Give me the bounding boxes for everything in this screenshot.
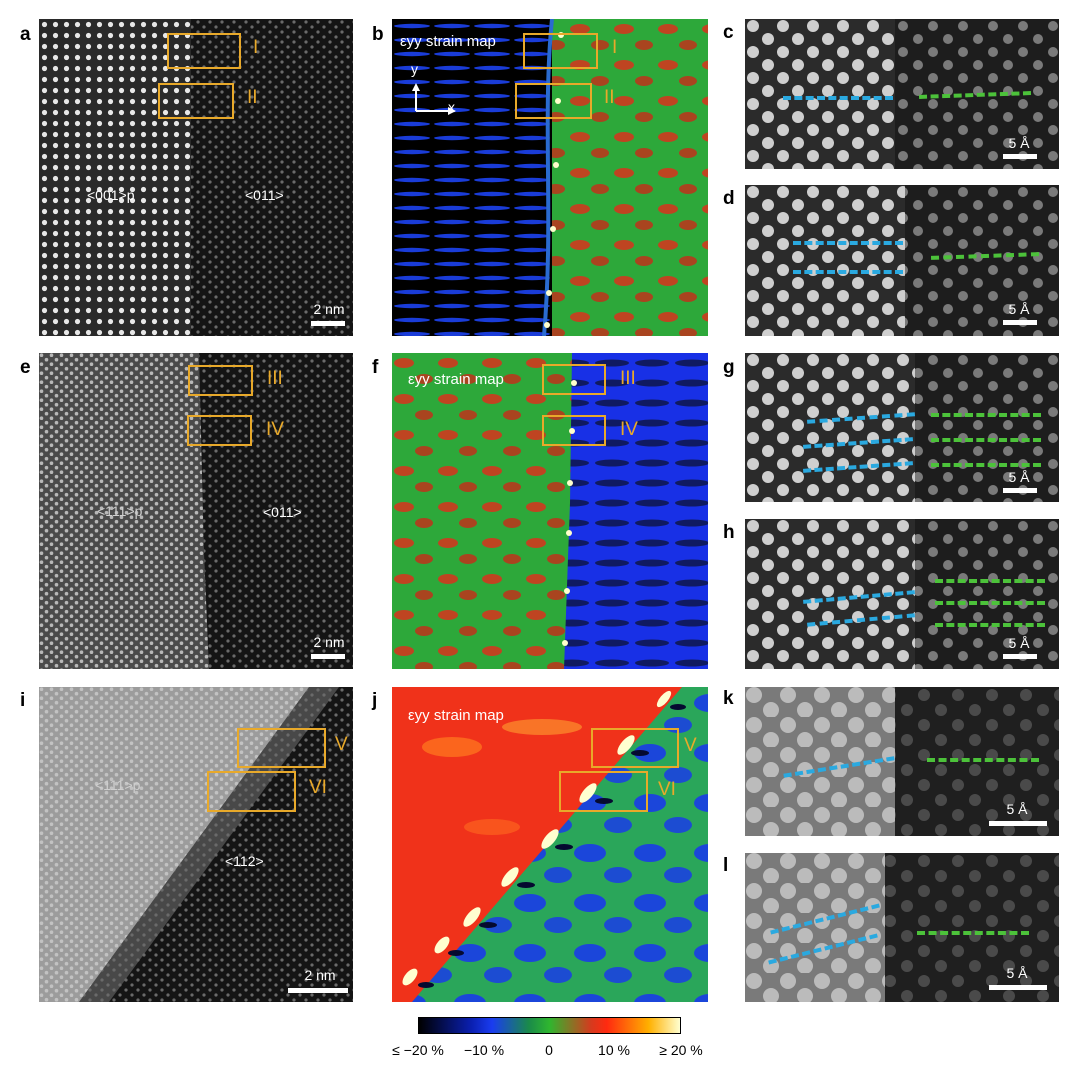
scale-bar-text-g: 5 Å bbox=[1008, 469, 1030, 485]
box-I-a bbox=[167, 33, 241, 69]
direction-label-a-left: <001>p bbox=[87, 187, 135, 203]
scale-bar-a bbox=[311, 321, 345, 326]
xy-axes-icon bbox=[412, 83, 456, 115]
box-label-V-i: V bbox=[335, 734, 348, 755]
haadf-image-e: III IV <111>p <011> 2 nm bbox=[39, 353, 353, 669]
panel-label-b: b bbox=[372, 24, 384, 45]
scale-bar-text-l: 5 Å bbox=[1006, 965, 1028, 981]
haadf-image-a: I II <001>p <011> 2 nm bbox=[39, 19, 353, 336]
box-label-I-a: I bbox=[253, 37, 259, 58]
box-II-a bbox=[158, 83, 234, 119]
zoom-image-d: 5 Å bbox=[745, 185, 1059, 336]
zoom-image-g: 5 Å bbox=[745, 353, 1059, 502]
scale-bar-text-a: 2 nm bbox=[313, 301, 345, 317]
direction-label-a-right: <011> bbox=[245, 187, 284, 203]
box-label-IV-e: IV bbox=[266, 419, 284, 440]
box-label-IV-f: IV bbox=[620, 419, 638, 440]
direction-label-i-left: <111>p bbox=[95, 777, 141, 793]
direction-label-e-right: <011> bbox=[263, 504, 302, 520]
green-dashed-line bbox=[917, 931, 1029, 935]
zoom-image-c: 5 Å bbox=[745, 19, 1059, 169]
panel-label-a: a bbox=[20, 24, 31, 45]
direction-label-i-right: <112> bbox=[225, 853, 264, 869]
green-dashed-line bbox=[927, 758, 1039, 762]
axis-label-x: x bbox=[448, 99, 455, 115]
panel-label-k: k bbox=[723, 688, 734, 709]
green-dashed-line bbox=[935, 579, 1045, 583]
box-label-VI-j: VI bbox=[658, 779, 676, 800]
strain-map-b: εyy strain map I II y x bbox=[392, 19, 708, 336]
strain-title-b: εyy strain map bbox=[400, 33, 496, 50]
scale-bar-d bbox=[1003, 320, 1037, 325]
colorbar-tick-max: ≥ 20 % bbox=[659, 1042, 703, 1058]
box-V-j bbox=[591, 728, 679, 768]
box-V-i bbox=[237, 728, 326, 768]
colorbar-tick-pos10: 10 % bbox=[598, 1042, 630, 1058]
direction-label-e-left: <111>p bbox=[97, 503, 143, 519]
box-label-III-e: III bbox=[267, 368, 283, 389]
blue-dashed-line bbox=[793, 270, 903, 274]
scale-bar-e bbox=[311, 654, 345, 659]
box-label-II-a: II bbox=[247, 87, 258, 108]
box-label-III-f: III bbox=[620, 368, 636, 389]
panel-label-f: f bbox=[372, 357, 379, 378]
scale-bar-c bbox=[1003, 154, 1037, 159]
green-dashed-line bbox=[935, 601, 1045, 605]
box-label-II-b: II bbox=[604, 87, 615, 108]
scale-bar-l bbox=[989, 985, 1047, 990]
green-dashed-line bbox=[935, 623, 1045, 627]
strain-map-f: εyy strain map III IV bbox=[392, 353, 708, 669]
panel-label-g: g bbox=[723, 357, 735, 378]
scale-bar-text-h: 5 Å bbox=[1008, 635, 1030, 651]
scale-bar-text-k: 5 Å bbox=[1006, 801, 1028, 817]
panel-label-e: e bbox=[20, 357, 31, 378]
colorbar-tick-min: ≤ −20 % bbox=[392, 1042, 444, 1058]
box-IV-f bbox=[542, 415, 606, 446]
colorbar-tick-neg10: −10 % bbox=[463, 1042, 505, 1058]
scale-bar-g bbox=[1003, 488, 1037, 493]
colorbar-tick-zero: 0 bbox=[545, 1042, 553, 1058]
box-VI-j bbox=[559, 771, 648, 812]
green-dashed-line bbox=[931, 413, 1041, 417]
panel-label-h: h bbox=[723, 522, 735, 543]
scale-bar-text-d: 5 Å bbox=[1008, 301, 1030, 317]
green-dashed-line bbox=[931, 463, 1041, 467]
box-label-V-j: V bbox=[684, 735, 697, 756]
box-label-VI-i: VI bbox=[309, 777, 327, 798]
strain-title-f: εyy strain map bbox=[408, 371, 504, 388]
panel-label-c: c bbox=[723, 22, 734, 43]
box-VI-i bbox=[207, 771, 296, 812]
zoom-image-h: 5 Å bbox=[745, 519, 1059, 669]
scale-bar-i bbox=[288, 988, 348, 993]
axis-label-y: y bbox=[411, 61, 418, 77]
scale-bar-text-i: 2 nm bbox=[304, 967, 336, 983]
haadf-image-i: V VI <111>p <112> 2 nm bbox=[39, 687, 353, 1002]
zoom-image-l: 5 Å bbox=[745, 853, 1059, 1002]
scale-bar-text-c: 5 Å bbox=[1008, 135, 1030, 151]
box-II-b bbox=[515, 83, 592, 119]
scale-bar-text-e: 2 nm bbox=[313, 634, 345, 650]
box-label-I-b: I bbox=[612, 37, 618, 58]
panel-label-l: l bbox=[723, 855, 729, 876]
strain-title-j: εyy strain map bbox=[408, 707, 504, 724]
panel-label-j: j bbox=[372, 690, 378, 711]
panel-label-d: d bbox=[723, 188, 735, 209]
box-III-f bbox=[542, 364, 606, 395]
zoom-image-k: 5 Å bbox=[745, 687, 1059, 836]
scale-bar-h bbox=[1003, 654, 1037, 659]
box-IV-e bbox=[187, 415, 252, 446]
scale-bar-k bbox=[989, 821, 1047, 826]
strain-map-j: εyy strain map V VI bbox=[392, 687, 708, 1002]
blue-dashed-line bbox=[783, 96, 893, 100]
blue-dashed-line bbox=[793, 241, 903, 245]
box-III-e bbox=[188, 365, 253, 396]
panel-label-i: i bbox=[20, 690, 26, 711]
green-dashed-line bbox=[931, 438, 1041, 442]
strain-colorbar bbox=[418, 1017, 681, 1034]
box-I-b bbox=[523, 33, 598, 69]
